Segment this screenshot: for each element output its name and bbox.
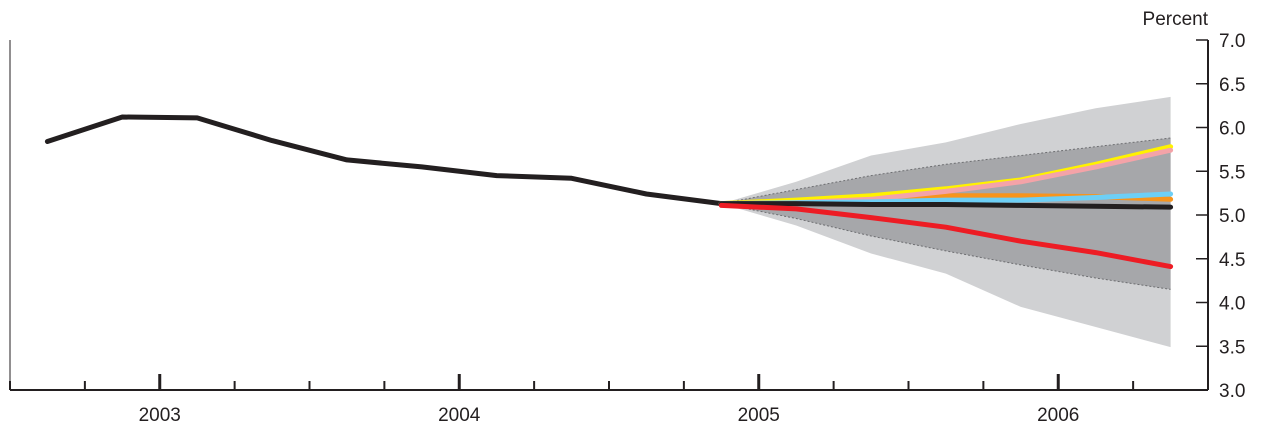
x-year-label: 2003 xyxy=(139,405,181,426)
y-tick-label: 7.0 xyxy=(1219,31,1245,52)
forecast-lines xyxy=(44,114,1174,270)
y-tick-label: 3.0 xyxy=(1219,381,1245,402)
forecast-series-2 xyxy=(718,144,1174,207)
x-year-label: 2005 xyxy=(738,405,780,426)
x-year-label: 2006 xyxy=(1037,405,1079,426)
inner-band-upper-edge xyxy=(721,137,1171,205)
y-tick-label: 5.0 xyxy=(1219,206,1245,227)
x-year-label: 2004 xyxy=(438,405,481,426)
axes: 3.0 3.5 4.0 4.5 5.0 5.5 6.0 6.5 7.0 2003 2004 2005 2… xyxy=(9,31,1245,426)
y-tick-label: 4.0 xyxy=(1219,294,1245,315)
y-tick-label: 5.5 xyxy=(1219,162,1245,183)
y-tick-label: 6.0 xyxy=(1219,119,1245,140)
y-axis-label: Percent xyxy=(1143,9,1209,30)
y-tick-label: 6.5 xyxy=(1219,75,1245,96)
history-line xyxy=(44,114,724,207)
confidence-bands xyxy=(721,96,1171,348)
inner-band-lower-edge xyxy=(721,203,1171,290)
forecast-series-6 xyxy=(718,202,1174,270)
forecast-series-5 xyxy=(718,201,1174,210)
y-tick-label: 4.5 xyxy=(1219,250,1245,271)
y-tick-label: 3.5 xyxy=(1219,337,1245,358)
